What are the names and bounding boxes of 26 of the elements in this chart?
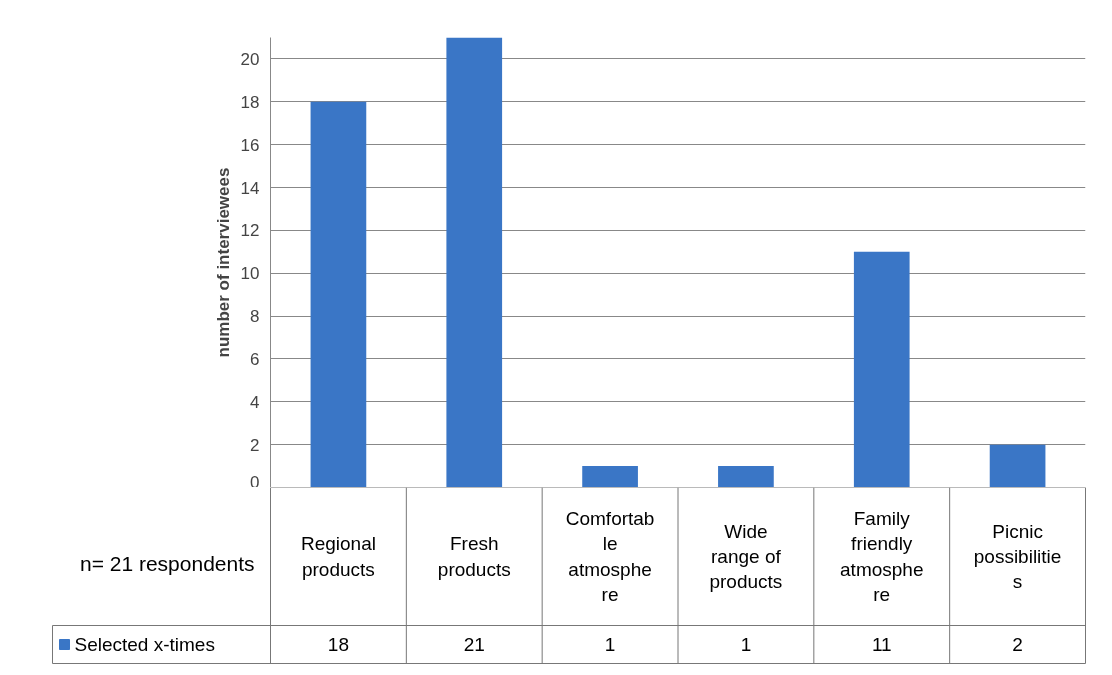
y-tick-label: 14 xyxy=(240,178,260,198)
data-label: 18 xyxy=(327,634,349,655)
x-tick-label: Wide range of products xyxy=(709,520,783,593)
legend-label: Selected x-times xyxy=(74,634,215,655)
data-label: 1 xyxy=(740,634,752,655)
data-label: 11 xyxy=(871,634,892,655)
y-tick-label: 4 xyxy=(250,392,260,412)
y-tick-label: 6 xyxy=(250,349,260,369)
text: n= 21 respondents xyxy=(79,551,255,575)
data-label: 2 xyxy=(1012,634,1023,655)
y-tick-label: 2 xyxy=(250,435,260,455)
y-tick-label: 18 xyxy=(240,92,260,112)
y-tick-label: 12 xyxy=(240,221,260,241)
y-tick-label: 10 xyxy=(240,264,260,284)
x-tick-label: Family friendly atmosphe re xyxy=(840,508,924,605)
y-tick-label: 16 xyxy=(240,135,260,155)
y-axis-title: number of interviewees xyxy=(213,167,233,358)
y-tick-label: 20 xyxy=(240,49,260,69)
y-tick-label: 0 xyxy=(250,472,260,492)
x-tick-label: Picnic possibilitie s xyxy=(973,520,1062,593)
x-tick-label: Fresh products xyxy=(437,533,511,580)
data-label: 21 xyxy=(463,634,485,655)
data-label: 1 xyxy=(604,634,616,655)
x-tick-label: Comfortab le atmosphe re xyxy=(565,508,655,605)
y-tick-label: 8 xyxy=(250,307,260,327)
x-tick-label: Regional products xyxy=(300,533,376,580)
